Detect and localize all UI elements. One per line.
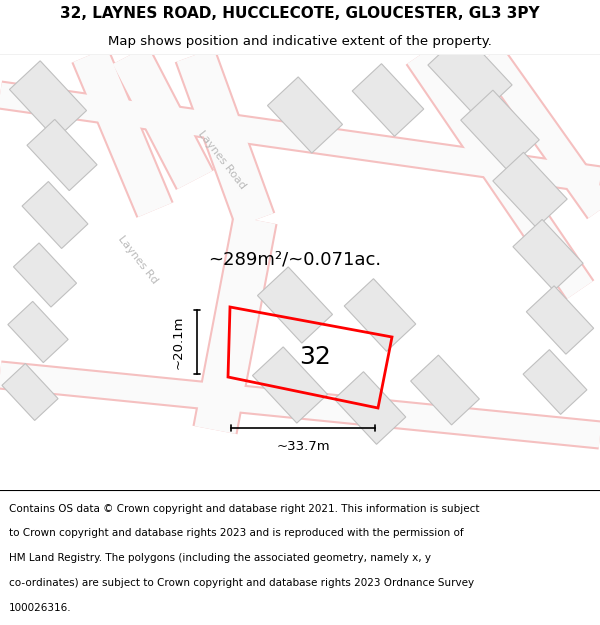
Text: HM Land Registry. The polygons (including the associated geometry, namely x, y: HM Land Registry. The polygons (includin… — [9, 554, 431, 564]
Text: co-ordinates) are subject to Crown copyright and database rights 2023 Ordnance S: co-ordinates) are subject to Crown copyr… — [9, 578, 474, 588]
Polygon shape — [513, 219, 583, 291]
Polygon shape — [10, 61, 86, 139]
Polygon shape — [13, 243, 77, 307]
Text: 100026316.: 100026316. — [9, 603, 71, 613]
Polygon shape — [27, 119, 97, 191]
Polygon shape — [22, 181, 88, 249]
Polygon shape — [493, 152, 567, 228]
Polygon shape — [410, 355, 479, 425]
Polygon shape — [523, 349, 587, 414]
Text: ~20.1m: ~20.1m — [172, 315, 185, 369]
Text: 32: 32 — [299, 345, 331, 369]
Polygon shape — [2, 364, 58, 421]
Text: 32, LAYNES ROAD, HUCCLECOTE, GLOUCESTER, GL3 3PY: 32, LAYNES ROAD, HUCCLECOTE, GLOUCESTER,… — [60, 6, 540, 21]
Text: Laynes Rd: Laynes Rd — [116, 234, 160, 286]
Polygon shape — [257, 267, 332, 343]
Text: Contains OS data © Crown copyright and database right 2021. This information is : Contains OS data © Crown copyright and d… — [9, 504, 479, 514]
Polygon shape — [253, 347, 328, 423]
Polygon shape — [352, 64, 424, 136]
Polygon shape — [268, 77, 343, 153]
Text: to Crown copyright and database rights 2023 and is reproduced with the permissio: to Crown copyright and database rights 2… — [9, 529, 464, 539]
Text: Map shows position and indicative extent of the property.: Map shows position and indicative extent… — [108, 35, 492, 48]
Polygon shape — [428, 32, 512, 118]
Text: ~33.7m: ~33.7m — [276, 439, 330, 452]
Polygon shape — [334, 372, 406, 444]
Polygon shape — [461, 90, 539, 170]
Polygon shape — [526, 286, 593, 354]
Text: Laynes Road: Laynes Road — [196, 129, 248, 191]
Text: ~289m²/~0.071ac.: ~289m²/~0.071ac. — [208, 251, 382, 269]
Polygon shape — [344, 279, 416, 351]
Polygon shape — [8, 301, 68, 362]
